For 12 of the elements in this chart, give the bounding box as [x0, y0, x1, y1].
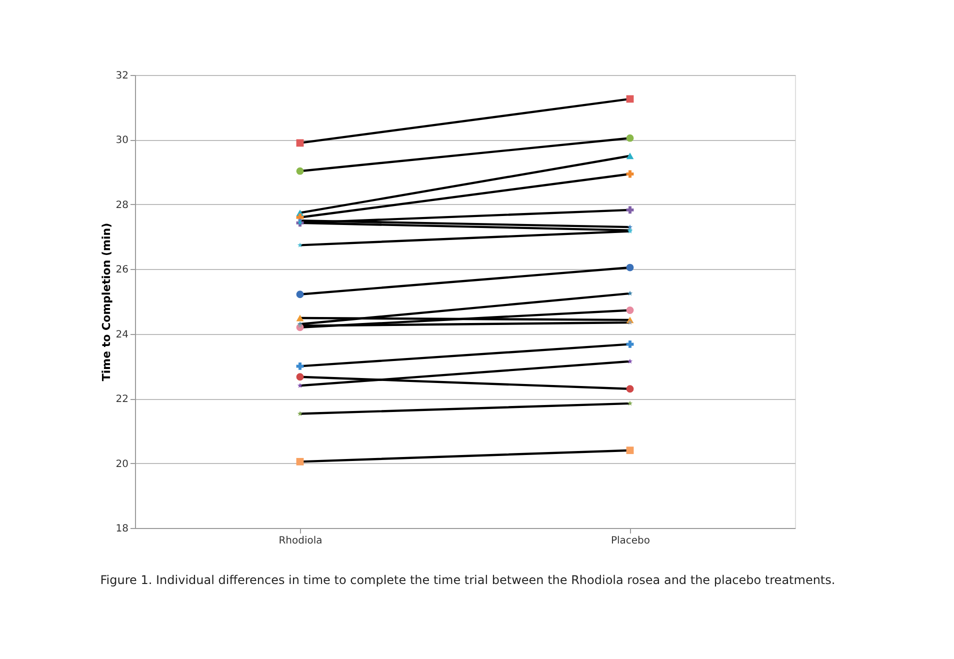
- y-tick-label: 24: [116, 329, 128, 340]
- y-tick-label: 32: [116, 70, 128, 82]
- y-tick-label: 30: [116, 135, 128, 146]
- y-tick-label: 22: [116, 394, 128, 406]
- x-tick-label: Placebo: [610, 536, 650, 546]
- y-tick-label: 20: [116, 458, 128, 470]
- x-tick-label: Rhodiola: [278, 536, 322, 546]
- y-tick-label: 28: [116, 200, 128, 211]
- caption: Figure 1. Individual differences in time to complete the time trial between the Rhodiola rosea and the placebo treatments.: [100, 573, 836, 587]
- y-axis-title: Time to Completion (min): [100, 222, 113, 382]
- y-tick-label: 26: [116, 264, 128, 276]
- y-tick-label: 18: [116, 524, 128, 534]
